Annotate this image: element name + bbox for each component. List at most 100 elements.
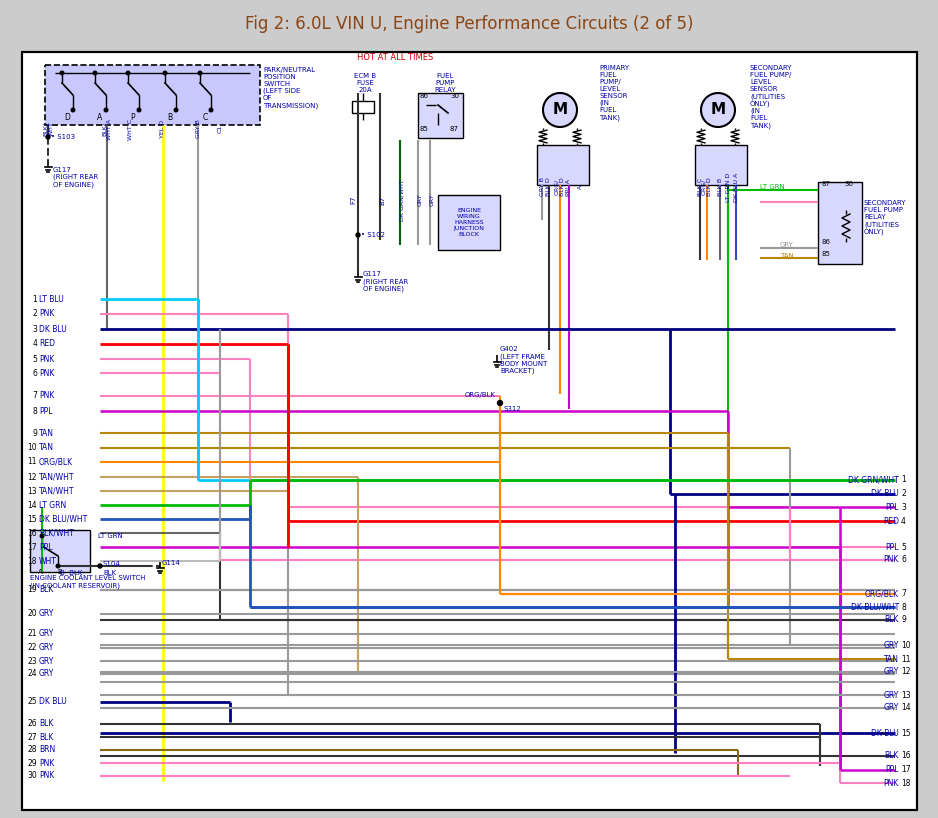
Text: 30: 30	[27, 771, 37, 780]
Text: LT GRN D: LT GRN D	[725, 173, 731, 201]
Circle shape	[98, 564, 102, 568]
Circle shape	[701, 93, 735, 127]
Text: PPL: PPL	[885, 766, 899, 775]
Text: BLK B: BLK B	[718, 178, 722, 196]
Bar	[352, 101, 374, 113]
Text: PPL: PPL	[39, 407, 53, 416]
Text: SECONDARY
FUEL PUMP/
LEVEL
SENSOR
(UTILITIES
ONLY)
(IN
FUEL
TANK): SECONDARY FUEL PUMP/ LEVEL SENSOR (UTILI…	[750, 65, 793, 129]
Text: 1: 1	[901, 475, 906, 484]
Circle shape	[209, 108, 213, 112]
Text: TAN: TAN	[39, 429, 54, 438]
Text: 4: 4	[32, 339, 37, 348]
Text: 18: 18	[27, 556, 37, 565]
Circle shape	[497, 401, 503, 406]
Text: 15: 15	[27, 515, 37, 524]
Text: 18: 18	[901, 779, 911, 788]
Text: DK BLU: DK BLU	[39, 325, 67, 334]
Text: A: A	[38, 569, 42, 575]
Text: 16: 16	[27, 528, 37, 537]
Text: 30: 30	[450, 93, 459, 99]
Text: BLK D: BLK D	[547, 178, 552, 196]
Circle shape	[174, 108, 178, 112]
Text: 13: 13	[901, 690, 911, 699]
Text: G117
(RIGHT REAR
OF ENGINE): G117 (RIGHT REAR OF ENGINE)	[53, 167, 98, 187]
Text: GRY: GRY	[780, 242, 794, 248]
Text: 6: 6	[32, 368, 37, 377]
Text: 9: 9	[901, 615, 906, 624]
Text: BLK: BLK	[885, 615, 899, 624]
Text: C: C	[203, 113, 207, 122]
Text: BLK C: BLK C	[698, 178, 703, 196]
Text: GRY: GRY	[39, 669, 54, 678]
Text: DK BLU/WHT: DK BLU/WHT	[851, 603, 899, 612]
Text: WHT: WHT	[39, 556, 57, 565]
Text: PNK: PNK	[39, 771, 54, 780]
Text: PNK: PNK	[39, 392, 54, 401]
Text: PARK/NEUTRAL
POSITION
SWITCH
(LEFT SIDE
OF
TRANSMISSION): PARK/NEUTRAL POSITION SWITCH (LEFT SIDE …	[263, 67, 318, 109]
Text: TAN: TAN	[884, 654, 899, 663]
Circle shape	[40, 534, 44, 537]
Text: 19: 19	[27, 586, 37, 595]
Text: • S102: • S102	[361, 232, 385, 238]
Text: PNK: PNK	[39, 354, 54, 363]
Text: ORG/BLK: ORG/BLK	[465, 392, 496, 398]
Text: BLK: BLK	[885, 752, 899, 761]
Text: YEL D: YEL D	[160, 120, 165, 138]
Circle shape	[137, 108, 141, 112]
Text: BRN: BRN	[39, 745, 55, 754]
Text: BLK: BLK	[39, 720, 53, 729]
Text: DK BLU/WHT: DK BLU/WHT	[39, 515, 87, 524]
Text: TAN: TAN	[780, 253, 794, 259]
Text: SECONDARY
FUEL PUMP
RELAY
(UTILITIES
ONLY): SECONDARY FUEL PUMP RELAY (UTILITIES ONL…	[864, 200, 906, 235]
Text: WHT C: WHT C	[128, 119, 132, 140]
Text: 22: 22	[27, 644, 37, 653]
Circle shape	[198, 71, 202, 74]
Text: 15: 15	[901, 729, 911, 738]
Text: M: M	[552, 102, 567, 118]
Text: B: B	[57, 569, 62, 575]
Text: 4: 4	[901, 516, 906, 525]
Text: DK BLU: DK BLU	[871, 489, 899, 498]
Text: 24: 24	[27, 669, 37, 678]
Text: G117
(RIGHT REAR
OF ENGINE): G117 (RIGHT REAR OF ENGINE)	[363, 272, 408, 293]
Text: ECM B
FUSE
20A: ECM B FUSE 20A	[354, 73, 376, 93]
Text: PNK: PNK	[39, 368, 54, 377]
Circle shape	[93, 71, 97, 74]
Text: C1: C1	[218, 125, 222, 133]
Text: LT GRN: LT GRN	[39, 501, 67, 510]
Bar	[537, 145, 589, 185]
Text: PRIMARY
FUEL
PUMP/
LEVEL
SENSOR
(IN
FUEL
TANK): PRIMARY FUEL PUMP/ LEVEL SENSOR (IN FUEL…	[599, 65, 629, 121]
Text: ENGINE
WIRING
HARNESS
JUNCTION
BLOCK: ENGINE WIRING HARNESS JUNCTION BLOCK	[453, 209, 485, 236]
Circle shape	[356, 233, 360, 237]
Text: LT GRN: LT GRN	[760, 184, 785, 190]
Text: 87: 87	[450, 126, 459, 132]
Text: 3: 3	[32, 325, 37, 334]
Text: G114: G114	[162, 560, 181, 566]
Text: 8: 8	[901, 603, 906, 612]
Text: BLK: BLK	[103, 570, 116, 576]
Text: 17: 17	[901, 766, 911, 775]
Text: ORG/
BLK D: ORG/ BLK D	[554, 178, 566, 196]
Text: 13: 13	[27, 487, 37, 496]
Text: 29: 29	[27, 758, 37, 767]
Text: B  BLK: B BLK	[60, 570, 83, 576]
Bar	[695, 145, 747, 185]
Bar	[45, 65, 260, 125]
Text: B7: B7	[379, 196, 385, 204]
Text: GRY: GRY	[39, 609, 54, 618]
Text: GRY: GRY	[884, 667, 899, 676]
Text: 23: 23	[27, 657, 37, 666]
Text: 14: 14	[901, 703, 911, 712]
Text: DK BLU: DK BLU	[871, 729, 899, 738]
Bar	[438, 195, 500, 250]
Text: S104: S104	[102, 561, 120, 567]
Text: 5: 5	[901, 542, 906, 551]
Bar	[418, 93, 463, 138]
Text: HOT AT ALL TIMES: HOT AT ALL TIMES	[356, 52, 433, 61]
Text: 21: 21	[27, 630, 37, 639]
Text: DK GRN/WHT: DK GRN/WHT	[848, 475, 899, 484]
Text: M: M	[710, 102, 726, 118]
Text: 6: 6	[901, 555, 906, 564]
Text: P: P	[130, 113, 135, 122]
Text: 7: 7	[32, 392, 37, 401]
